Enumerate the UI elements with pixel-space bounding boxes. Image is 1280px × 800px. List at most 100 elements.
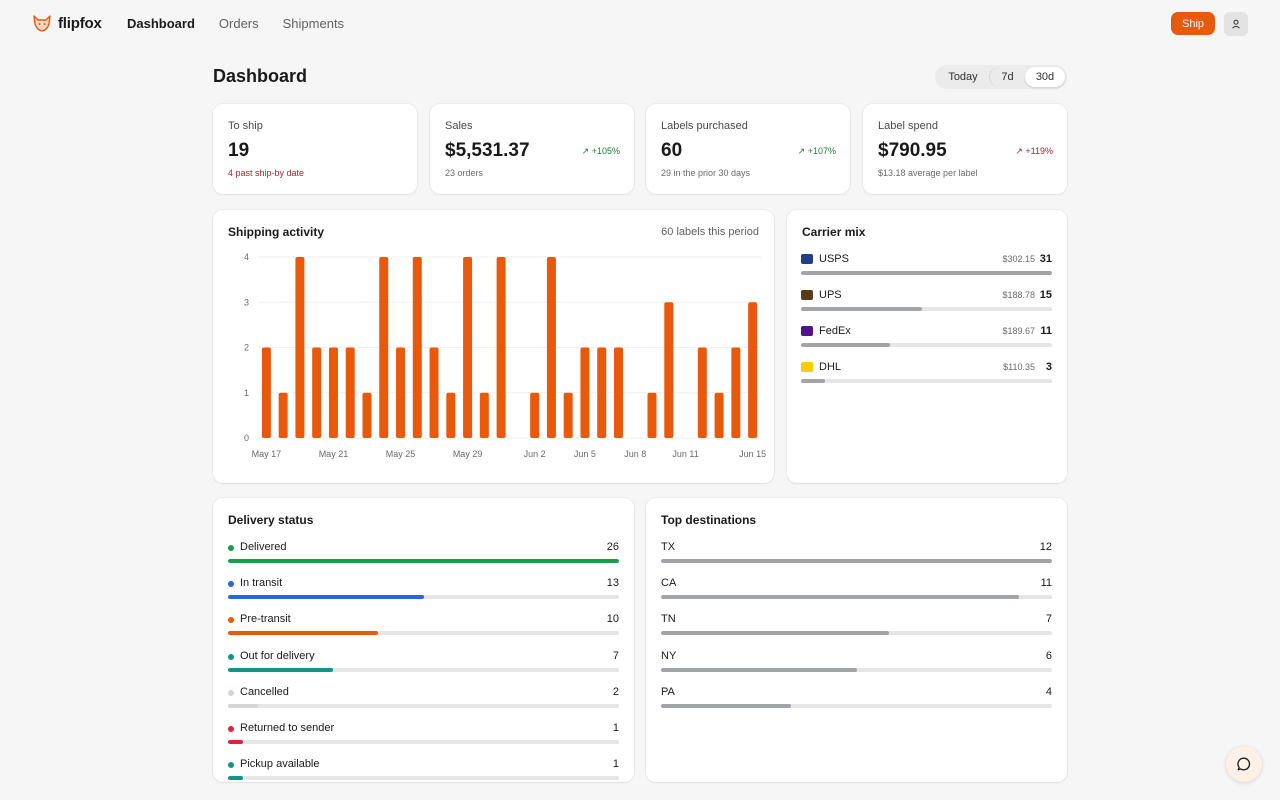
chart-bar[interactable]: [731, 347, 741, 439]
destination-row-tn[interactable]: TN 7: [661, 613, 1052, 643]
chart-bar[interactable]: [328, 347, 338, 439]
chart-bar[interactable]: [463, 257, 473, 438]
stat-value: 19: [228, 140, 250, 161]
y-tick-label: 3: [244, 297, 249, 307]
destination-row-pa[interactable]: PA 4: [661, 686, 1052, 716]
x-tick-label: Jun 15: [739, 449, 766, 459]
status-bar: [228, 704, 619, 708]
destination-label: NY: [661, 650, 677, 662]
chart-bar[interactable]: [412, 257, 422, 438]
chart-bar[interactable]: [312, 347, 322, 439]
destination-bar: [661, 704, 1052, 708]
card-title: Delivery status: [228, 513, 314, 527]
chart-bar[interactable]: [748, 302, 758, 438]
status-count: 2: [612, 686, 619, 698]
x-tick-label: Jun 8: [624, 449, 646, 459]
chart-bar[interactable]: [647, 392, 657, 438]
stat-label: Sales: [445, 120, 473, 132]
ship-button[interactable]: Ship: [1171, 12, 1215, 35]
chart-bar[interactable]: [530, 392, 540, 438]
status-row-returned-to-sender[interactable]: Returned to sender 1: [228, 722, 619, 752]
status-label: In transit: [240, 577, 283, 589]
brand-name: flipfox: [58, 14, 102, 32]
chart-bar[interactable]: [580, 347, 590, 439]
trend-badge: ↗ +119%: [1015, 146, 1053, 156]
chart-bar[interactable]: [379, 257, 389, 438]
x-tick-label: Jun 5: [574, 449, 596, 459]
status-row-out-for-delivery[interactable]: Out for delivery 7: [228, 650, 619, 680]
chart-bar[interactable]: [261, 347, 271, 439]
destination-row-tx[interactable]: TX 12: [661, 541, 1052, 571]
chat-button[interactable]: [1226, 746, 1262, 782]
status-bar: [228, 776, 619, 780]
chart-bar[interactable]: [278, 392, 288, 438]
chart-bar[interactable]: [697, 347, 707, 439]
destination-bar: [661, 595, 1052, 599]
status-dot: [228, 690, 234, 696]
status-label: Cancelled: [240, 686, 289, 698]
stat-card-sales[interactable]: Sales $5,531.37 ↗ +105% 23 orders: [430, 104, 634, 194]
nav-dashboard[interactable]: Dashboard: [127, 16, 195, 31]
chart-bar[interactable]: [345, 347, 355, 439]
stat-label: Label spend: [878, 120, 938, 132]
range-today[interactable]: Today: [948, 71, 978, 83]
chart-bar[interactable]: [295, 257, 305, 438]
stat-card-label-spend[interactable]: Label spend $790.95 ↗ +119% $13.18 avera…: [863, 104, 1067, 194]
status-row-pickup-available[interactable]: Pickup available 1: [228, 758, 619, 788]
range-30d[interactable]: 30d: [1025, 67, 1065, 87]
status-dot: [228, 762, 234, 768]
stat-card-to-ship[interactable]: To ship 19 4 past ship-by date: [213, 104, 417, 194]
carrier-row-fedex[interactable]: FedEx $189.67 11: [801, 325, 1052, 355]
carrier-amount: $188.78: [1002, 290, 1035, 300]
chart-bar[interactable]: [563, 392, 573, 438]
chart-bar[interactable]: [479, 392, 489, 438]
chart-bar[interactable]: [714, 392, 724, 438]
status-count: 1: [612, 758, 619, 770]
y-tick-label: 4: [244, 252, 249, 262]
chart-bar[interactable]: [446, 392, 456, 438]
fedex-icon: [801, 326, 813, 336]
chart-bar[interactable]: [362, 392, 372, 438]
status-dot: [228, 617, 234, 623]
carrier-bar: [801, 271, 1052, 275]
y-tick-label: 0: [244, 433, 249, 443]
chart-bar[interactable]: [429, 347, 439, 439]
status-dot: [228, 726, 234, 732]
stat-card-labels-purchased[interactable]: Labels purchased 60 ↗ +107% 29 in the pr…: [646, 104, 850, 194]
stat-sub: 29 in the prior 30 days: [661, 168, 751, 178]
chart-bar[interactable]: [396, 347, 406, 439]
status-dot: [228, 581, 234, 587]
nav-shipments[interactable]: Shipments: [282, 16, 345, 31]
status-row-cancelled[interactable]: Cancelled 2: [228, 686, 619, 716]
destination-count: 4: [1045, 686, 1052, 698]
carrier-row-usps[interactable]: USPS $302.15 31: [801, 253, 1052, 283]
status-row-delivered[interactable]: Delivered 26: [228, 541, 619, 571]
status-bar: [228, 559, 619, 563]
user-menu-button[interactable]: [1224, 12, 1248, 36]
chart-bar[interactable]: [496, 257, 506, 438]
carrier-row-ups[interactable]: UPS $188.78 15: [801, 289, 1052, 319]
range-7d[interactable]: 7d: [989, 67, 1025, 87]
status-count: 10: [606, 613, 619, 625]
status-row-pre-transit[interactable]: Pre-transit 10: [228, 613, 619, 643]
carrier-bar: [801, 343, 1052, 347]
chart-bar[interactable]: [664, 302, 674, 438]
stat-sub: 23 orders: [445, 168, 484, 178]
nav-orders[interactable]: Orders: [218, 16, 259, 31]
status-row-in-transit[interactable]: In transit 13: [228, 577, 619, 607]
status-dot: [228, 545, 234, 551]
destination-row-ca[interactable]: CA 11: [661, 577, 1052, 607]
carrier-count: 11: [1040, 325, 1052, 337]
carrier-bar: [801, 307, 1052, 311]
date-range-toggle: Today 7d 30d: [935, 65, 1067, 89]
x-tick-label: May 29: [453, 449, 483, 459]
destination-row-ny[interactable]: NY 6: [661, 650, 1052, 680]
brand-logo[interactable]: flipfox: [32, 13, 102, 33]
chart-bar[interactable]: [597, 347, 607, 439]
chart-bar[interactable]: [613, 347, 623, 439]
destination-count: 12: [1039, 541, 1052, 553]
chat-icon: [1237, 757, 1251, 771]
chart-bar[interactable]: [546, 257, 556, 438]
carrier-row-dhl[interactable]: DHL $110.35 3: [801, 361, 1052, 391]
stat-value: 60: [661, 140, 683, 161]
